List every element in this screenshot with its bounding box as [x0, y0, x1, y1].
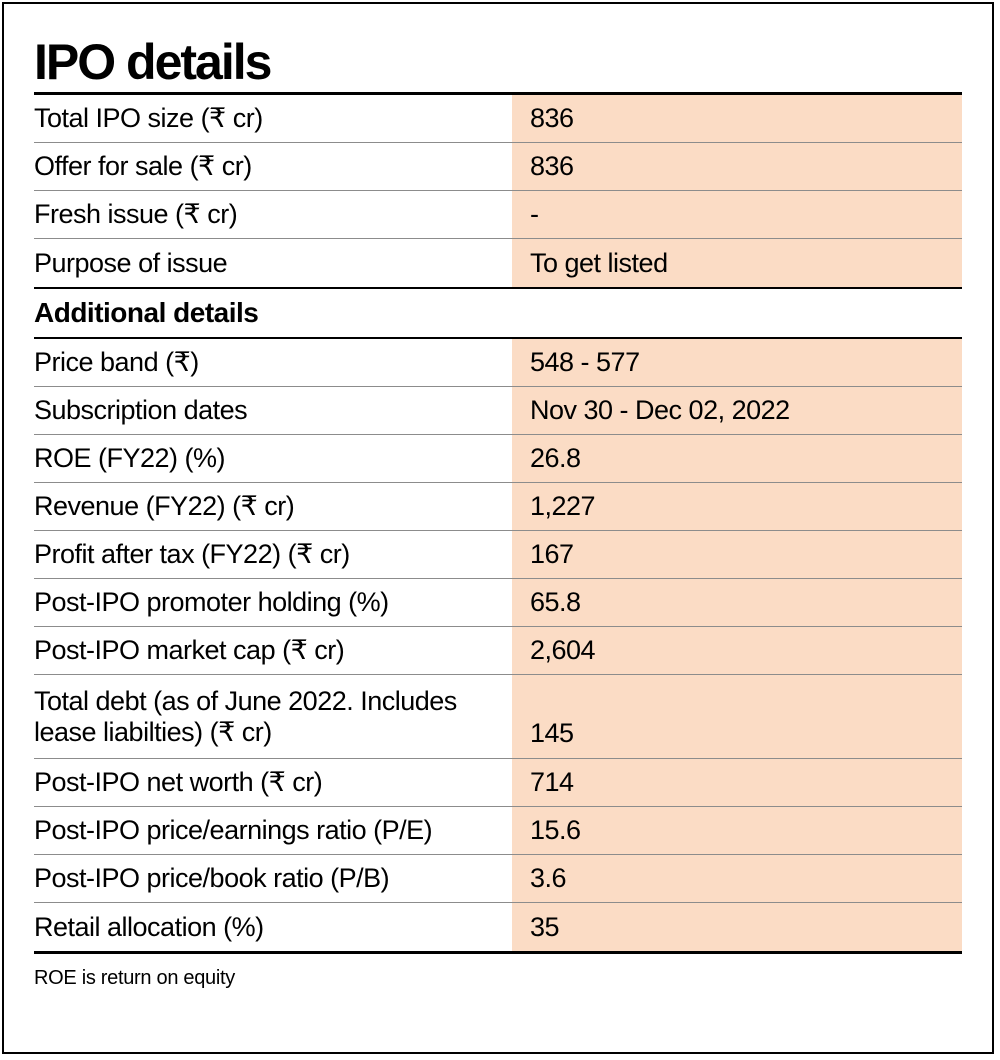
table-row: ROE (FY22) (%) 26.8 [34, 435, 962, 483]
row-label: Subscription dates [34, 395, 248, 425]
row-value: - [512, 191, 962, 238]
table-row: Price band (₹) 548 - 577 [34, 339, 962, 387]
table-row: Fresh issue (₹ cr) - [34, 191, 962, 239]
table-row: Revenue (FY22) (₹ cr) 1,227 [34, 483, 962, 531]
row-label: Total IPO size (₹ cr) [34, 103, 263, 133]
footnote: ROE is return on equity [34, 967, 235, 989]
row-label: Post-IPO price/earnings ratio (P/E) [34, 815, 433, 845]
row-value: 836 [512, 143, 962, 190]
row-label: Purpose of issue [34, 247, 228, 278]
row-value: 836 [512, 95, 962, 142]
table-row: Total IPO size (₹ cr) 836 [34, 95, 962, 143]
table-row: Post-IPO price/book ratio (P/B) 3.6 [34, 855, 962, 903]
row-value: 167 [512, 531, 962, 578]
row-label: Post-IPO market cap (₹ cr) [34, 635, 345, 665]
row-value: 2,604 [512, 627, 962, 674]
table-row: Subscription dates Nov 30 - Dec 02, 2022 [34, 387, 962, 435]
table-row: Purpose of issue To get listed [34, 239, 962, 287]
row-label: Total debt (as of June 2022. Includes le… [34, 685, 457, 747]
table-row: Post-IPO net worth (₹ cr) 714 [34, 759, 962, 807]
page-title: IPO details [34, 34, 272, 90]
table-row: Offer for sale (₹ cr) 836 [34, 143, 962, 191]
table-row: Post-IPO market cap (₹ cr) 2,604 [34, 627, 962, 675]
table-row: Profit after tax (FY22) (₹ cr) 167 [34, 531, 962, 579]
row-label: Post-IPO promoter holding (%) [34, 587, 389, 617]
row-value: 548 - 577 [512, 339, 962, 386]
row-label: Price band (₹) [34, 347, 199, 377]
table-row: Post-IPO promoter holding (%) 65.8 [34, 579, 962, 627]
bottom-rule [34, 951, 962, 954]
section-header: Additional details [34, 297, 259, 328]
row-label: Profit after tax (FY22) (₹ cr) [34, 539, 350, 569]
row-label: Offer for sale (₹ cr) [34, 151, 252, 181]
section-rule-bottom [34, 337, 962, 339]
row-label: Revenue (FY22) (₹ cr) [34, 491, 295, 521]
row-label: Fresh issue (₹ cr) [34, 199, 238, 229]
row-label: Post-IPO price/book ratio (P/B) [34, 863, 390, 893]
row-label: Post-IPO net worth (₹ cr) [34, 767, 323, 797]
row-value: 65.8 [512, 579, 962, 626]
table-row: Post-IPO price/earnings ratio (P/E) 15.6 [34, 807, 962, 855]
row-value: 3.6 [512, 855, 962, 902]
row-value: Nov 30 - Dec 02, 2022 [512, 387, 962, 434]
row-label: ROE (FY22) (%) [34, 443, 226, 473]
row-value: 1,227 [512, 483, 962, 530]
row-value: To get listed [512, 239, 962, 287]
section-rule-top [34, 287, 962, 289]
table-row: Total debt (as of June 2022. Includes le… [34, 675, 962, 759]
row-value: 35 [512, 903, 962, 951]
row-label: Retail allocation (%) [34, 911, 264, 942]
row-value: 145 [512, 675, 962, 758]
row-value: 15.6 [512, 807, 962, 854]
top-rule [34, 92, 962, 95]
row-value: 714 [512, 759, 962, 806]
row-value: 26.8 [512, 435, 962, 482]
table-row: Retail allocation (%) 35 [34, 903, 962, 951]
